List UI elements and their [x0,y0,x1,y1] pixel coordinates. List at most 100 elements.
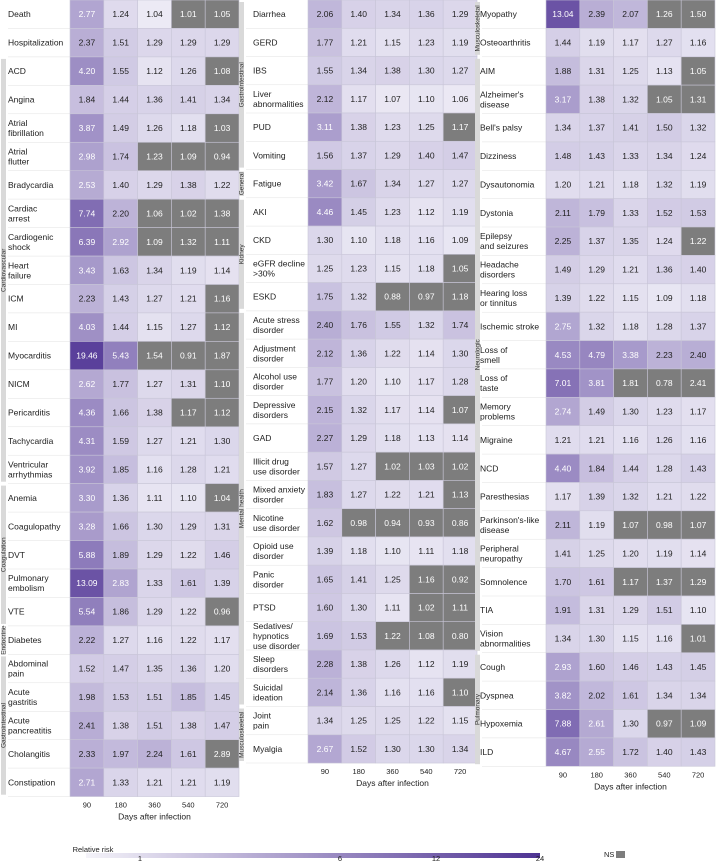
row-label: Vomiting [253,150,286,160]
heatmap-cell [204,170,240,200]
heatmap-cell [579,141,614,171]
row-label: Bradycardia [8,180,54,190]
cell-value: 1.51 [146,692,163,702]
cell-value: 1.43 [656,662,673,672]
cell-value: 1.19 [452,37,469,47]
cell-value: 1.30 [588,634,605,644]
row-label: Abdominal pain [8,659,48,679]
cell-value: 2.37 [79,38,96,48]
cell-value: 1.33 [112,777,129,787]
cell-value: 1.18 [180,123,197,133]
group-label: Endocrine [1,625,8,655]
cell-value: 1.29 [180,521,197,531]
cell-value: 1.22 [384,490,401,500]
cell-value: 7.01 [555,378,572,388]
heatmap-cell [647,482,682,512]
cell-value: 1.25 [622,66,639,76]
cell-value: 1.22 [418,716,435,726]
cell-value: 0.91 [180,351,197,361]
cell-value: 1.34 [656,690,673,700]
cell-value: 1.30 [622,407,639,417]
row-label: Parkinson's-like disease [480,515,540,535]
heatmap-cell [613,396,648,426]
cell-value: 1.29 [350,433,367,443]
cell-value: 1.28 [656,463,673,473]
heatmap-cell [204,369,240,399]
cell-value: 1.44 [622,463,639,473]
heatmap-cell [680,170,716,199]
heatmap-cell [69,56,105,86]
heatmap-cell [545,368,581,398]
heatmap-cell [545,28,581,58]
row-cardiac-arrest: Cardiac arrest 7.74 2.20 1.06 1.02 1.38 [8,198,240,228]
cell-value: 1.26 [146,123,163,133]
cell-value: 1.29 [180,38,197,48]
row-label: Opioid use disorder [253,541,294,561]
cell-value: 1.21 [418,490,435,500]
row-label: Epilepsy and seizures [480,231,528,251]
cell-value: 1.20 [350,377,367,387]
cell-value: 1.25 [350,716,367,726]
heatmap-cell [647,709,682,739]
cell-value: 0.98 [350,518,367,528]
heatmap-cell [375,197,410,227]
cell-value: 1.30 [418,66,435,76]
heatmap-cell [103,284,138,314]
cell-value: 1.46 [622,662,639,672]
row-pericarditis: Pericarditis 4.36 1.66 1.38 1.17 1.12 [8,397,240,428]
x-tick-label: 720 [454,767,467,776]
cell-value: 1.27 [350,461,367,471]
cell-value: 1.34 [656,151,673,161]
cell-value: 1.11 [214,237,230,247]
cell-value: 1.27 [180,322,197,332]
heatmap-cell [341,536,376,566]
cell-value: 1.16 [690,435,707,445]
row-label: PUD [253,122,271,132]
heatmap-cell [204,710,240,741]
cell-value: 1.40 [350,9,367,19]
cell-value: 1.23 [350,264,367,274]
cell-value: 1.10 [452,687,469,697]
group-label: Coagulation [1,537,8,572]
row-migraine: Migraine 1.21 1.21 1.16 1.26 1.16 [480,425,716,455]
cell-value: 1.16 [384,687,401,697]
group-bracket [1,627,6,653]
heatmap-cell [375,56,410,86]
heatmap-cell [680,113,716,143]
row-bradycardia: Bradycardia 2.53 1.40 1.29 1.38 1.22 [8,170,240,200]
cell-value: 1.13 [656,66,673,76]
heatmap-cell [647,283,682,313]
cell-value: 1.85 [112,464,129,474]
heatmap-cell [307,734,343,764]
cell-value: 1.19 [452,207,469,217]
heatmap-cell [442,536,478,566]
heatmap-cell [647,538,682,568]
row-label: Cardiogenic shock [8,232,54,252]
heatmap-cell [103,654,138,684]
row-atrial-flutter: Atrial flutter 2.98 1.74 1.23 1.09 0.94 [8,142,240,172]
cell-value: 1.07 [384,94,401,104]
cell-value: 1.41 [622,123,639,133]
heatmap-cell [680,567,716,597]
heatmap-cell [341,423,376,453]
row-label: Pulmonary embolism [8,573,49,593]
heatmap-cell [545,567,581,597]
row-label: Alzheimer's disease [480,89,524,109]
row-label: Hearing loss or tinnitus [480,288,527,308]
cell-value: 1.20 [214,664,231,674]
cell-value: 1.13 [418,433,435,443]
legend-ns-label: NS [604,850,614,859]
cell-value: 1.08 [214,66,231,76]
heatmap-cell [375,169,410,199]
heatmap-cell [442,677,478,707]
heatmap-cell [171,540,206,570]
heatmap-cell [341,480,376,509]
heatmap-cell [680,340,716,370]
cell-value: 1.61 [180,578,197,588]
cell-value: 1.50 [690,9,707,19]
cell-value: 2.39 [588,9,605,19]
row-mi: MI 4.03 1.44 1.15 1.27 1.12 [8,312,240,342]
cell-value: 1.76 [350,320,367,330]
cell-value: 1.19 [588,520,605,530]
heatmap-cell [680,652,716,682]
